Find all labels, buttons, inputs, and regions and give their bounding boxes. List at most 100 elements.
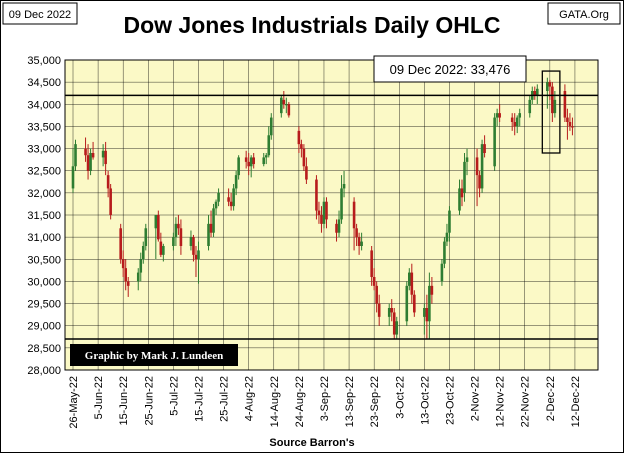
x-tick-label: 15-Jun-22	[118, 376, 130, 426]
candle-body	[440, 263, 444, 282]
candle-body	[126, 281, 130, 286]
candle-body	[229, 201, 233, 207]
candle-body	[551, 86, 554, 114]
candle-body	[144, 228, 148, 246]
x-tick-label: 12-Nov-22	[495, 376, 507, 427]
candle-body	[287, 104, 291, 116]
annotation-text: 09 Dec 2022: 33,476	[390, 62, 511, 77]
candle-body	[280, 97, 283, 114]
candle-body	[563, 91, 567, 118]
plot-border	[64, 59, 599, 371]
candle-body	[566, 117, 569, 122]
candle-body	[571, 126, 574, 128]
candle-body	[546, 82, 549, 91]
y-tick-label: 31,500	[27, 210, 61, 222]
x-tick-label: 22-Nov-22	[520, 376, 532, 427]
x-tick-label: 13-Sep-22	[344, 376, 356, 427]
candle-body	[232, 188, 235, 207]
candle-body	[443, 241, 446, 264]
candle-body	[71, 166, 75, 189]
candle-body	[101, 150, 105, 158]
candle-body	[510, 117, 514, 122]
date-box	[2, 2, 78, 25]
date-box-text: 09 Dec 2022	[9, 9, 71, 21]
y-tick-label: 34,000	[27, 99, 61, 111]
candle-body	[548, 82, 552, 87]
candle-body	[119, 228, 122, 260]
candle-body	[483, 144, 486, 153]
candle-body	[282, 99, 286, 105]
candle-body	[395, 321, 399, 335]
candle-body	[320, 215, 323, 224]
candle-body	[159, 241, 163, 255]
candle-body	[269, 117, 273, 136]
candle-body	[498, 113, 501, 118]
candle-body	[425, 308, 429, 322]
candle-body	[104, 150, 107, 165]
candle-body	[249, 157, 253, 167]
y-tick-label: 34,500	[27, 77, 61, 89]
candle-body	[475, 157, 479, 176]
candle-body	[177, 223, 180, 229]
candle-body	[495, 113, 499, 118]
x-tick-label: 13-Oct-22	[419, 376, 431, 425]
x-tick-label: 5-Jul-22	[168, 376, 180, 416]
candle-body	[162, 246, 165, 255]
candle-body	[387, 308, 391, 317]
candle-body	[357, 237, 361, 246]
y-tick-label: 30,500	[27, 254, 61, 266]
candle-body	[174, 223, 178, 238]
x-axis-labels: 26-May-22 5-Jun-22 15-Jun-22 25-Jun-22 5-Jul…	[68, 376, 582, 429]
candle-body	[448, 210, 451, 233]
y-tick-label: 29,000	[27, 321, 61, 333]
candle-body	[285, 104, 288, 106]
candle-body	[342, 184, 346, 189]
candle-body	[445, 232, 449, 242]
x-tick-label: 15-Jul-22	[193, 376, 205, 422]
x-tick-label: 23-Oct-22	[444, 376, 456, 425]
y-tick-label: 28,500	[27, 343, 61, 355]
y-tick-label: 33,000	[27, 144, 61, 156]
annotation-box	[373, 55, 527, 83]
candle-body	[528, 99, 532, 114]
candle-body	[410, 272, 414, 295]
candle-body	[360, 241, 363, 246]
candle-body	[189, 237, 193, 246]
candle-body	[463, 161, 466, 193]
y-tick-label: 32,500	[27, 166, 61, 178]
source-box	[547, 2, 621, 25]
candle-body	[375, 285, 378, 304]
y-tick-label: 33,500	[27, 121, 61, 133]
candle-body	[568, 122, 572, 127]
candle-body	[252, 157, 255, 165]
candle-body	[518, 113, 522, 118]
chart-title: Dow Jones Industrials Daily OHLC	[123, 12, 500, 38]
candle-body	[197, 250, 200, 260]
candle-body	[179, 228, 183, 246]
candle-body	[157, 215, 160, 240]
candle-body	[91, 153, 95, 158]
y-tick-label: 31,000	[27, 232, 61, 244]
candle-body	[121, 259, 125, 269]
x-tick-label: 2-Nov-22	[470, 376, 482, 421]
candle-body	[214, 201, 218, 209]
x-tick-label: 14-Aug-22	[269, 376, 281, 427]
y-tick-label: 30,000	[27, 276, 61, 288]
credit-box	[70, 344, 238, 366]
candle-body	[267, 135, 271, 156]
candle-body	[124, 268, 128, 282]
candle-body	[136, 272, 140, 282]
candle-body	[237, 157, 240, 176]
candle-body	[390, 308, 394, 313]
y-tick-label: 29,500	[27, 299, 61, 311]
y-axis-labels: 28,000 28,500 29,000 29,500 30,000 30,500 31,0…	[27, 55, 61, 377]
x-tick-label: 23-Sep-22	[369, 376, 381, 427]
candle-body	[139, 259, 143, 273]
candle-body	[322, 201, 326, 224]
candle-body	[430, 285, 434, 295]
candle-body	[172, 237, 175, 246]
candle-body	[317, 210, 321, 215]
candle-body	[300, 144, 303, 149]
